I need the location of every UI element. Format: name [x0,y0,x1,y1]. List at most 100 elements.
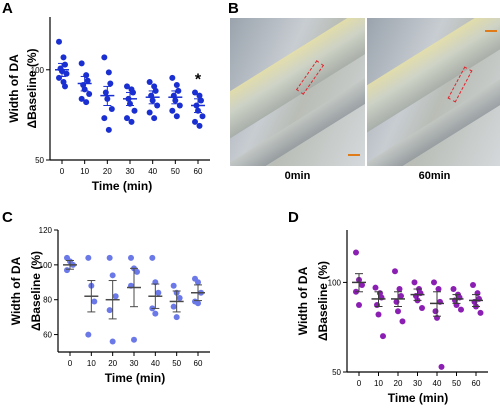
chart-a-data-point [78,95,85,102]
chart-d-data-point [372,284,379,291]
chart-d-data-point [375,311,382,318]
chart-c-y-tick-label: 100 [39,261,53,270]
chart-a-y-axis-label-line1: Width of DA [7,54,21,123]
chart-a-x-tick-label: 0 [60,167,65,176]
chart-a-data-point [108,105,115,112]
panel-label-d: D [288,209,299,226]
chart-c-data-point [170,303,177,310]
chart-c-y-tick-label: 80 [43,296,52,305]
chart-a-significance-marker: * [195,71,202,88]
chart-c-data-point [152,310,159,317]
chart-d-x-tick-label: 40 [433,379,442,388]
chart-a-data-point [169,107,176,114]
chart-d-data-point [356,301,362,308]
chart-a-data-point [56,38,62,45]
chart-d-data-point [359,282,365,289]
chart-a-data-point [151,83,158,90]
chart-a-data-point [86,91,93,98]
chart-a-y-tick-label: 50 [35,156,44,165]
chart-c-data-point [195,279,201,286]
chart-d-y-tick-label: 50 [332,368,341,377]
chart-c-x-tick-label: 40 [151,359,160,368]
scale-bar [348,154,360,156]
chart-c-data-point [109,338,116,345]
chart-d-data-point [411,279,418,286]
photo-caption-0min: 0min [284,170,311,182]
chart-a-y-tick-label: 100 [31,66,45,75]
chart-c-data-point [85,331,92,338]
chart-a-data-point [196,92,203,99]
chart-c-data-point [173,314,180,321]
chart-d-data-point [419,305,425,312]
chart-a-data-point [151,115,158,122]
chart-c-data-point [134,268,140,275]
chart-a-data-point [124,83,130,90]
chart-c-y-axis-label-line1: Width of DA [9,256,23,325]
chart-a-data-point [101,54,108,61]
chart-a-data-point [173,81,180,88]
panel-label-a: A [2,0,13,17]
chart-d-data-point [470,282,476,289]
chart-c-data-point [170,282,177,289]
chart-a-data-point [196,122,203,129]
chart-c-data-point [106,307,113,314]
chart-d-data-point [392,268,398,275]
chart-a-x-tick-label: 50 [171,167,180,176]
chart-a-data-point [146,109,153,116]
chart-a-data-point [83,99,90,106]
chart-c-data-point [85,254,92,261]
chart-c-data-point [64,267,70,274]
chart-d-x-tick-label: 30 [413,379,422,388]
photo-caption-60min: 60min [418,170,451,182]
chart-a-x-axis-label: Time (min) [92,179,152,193]
chart-d-x-tick-label: 60 [472,379,481,388]
chart-c-data-point [149,254,156,261]
chart-c-y-tick-label: 60 [43,331,52,340]
chart-a-data-point [102,89,109,96]
chart-c-data-point [176,294,183,301]
chart-a-data-point [83,72,90,79]
chart-a-data-point [56,74,62,81]
chart-a-y-axis-label-line2: ΔBaseline (%) [25,49,39,129]
chart-a-data-point [101,115,108,122]
scale-bar [485,30,497,32]
panel-label-c: C [2,209,13,226]
chart-a-data-point [105,126,112,133]
panel-label-b: B [228,0,239,17]
chart-d-data-point [450,286,457,293]
chart-d-data-point [435,286,442,293]
chart-c-y-tick-label: 120 [39,226,53,235]
chart-c-x-tick-label: 60 [194,359,203,368]
chart-d-data-point [396,286,403,293]
chart-d-x-tick-label: 50 [452,379,461,388]
chart-d-data-point [393,298,400,305]
chart-c-data-point [91,298,98,305]
chart-c-y-axis-label-line2: ΔBaseline (%) [29,251,43,331]
chart-d-y-tick-label: 100 [328,278,342,287]
chart-d-data-point [398,293,404,300]
chart-d-data-point [474,290,481,297]
chart-a-data-point [192,118,198,125]
chart-a-data-point [199,113,206,120]
chart-a-data-point [105,69,112,76]
chart-c-data-point [112,293,119,300]
chart-d-y-axis-label-line2: ΔBaseline (%) [316,261,330,341]
chart-a-data-point [78,60,85,67]
chart-d-x-tick-label: 0 [357,379,362,388]
chart-d-data-point [432,308,439,315]
chart-a-x-tick-label: 30 [126,167,135,176]
chart-a-data-point [128,118,135,125]
chart-a-data-point [63,70,70,77]
chart-d-data-point [399,318,406,325]
chart-d-data-point [431,279,437,286]
chart-c-x-tick-label: 0 [68,359,73,368]
chart-c-data-point [131,336,137,343]
chart-d-x-tick-label: 20 [394,379,403,388]
chart-a-data-point [84,77,91,84]
microscopy-image-0min [230,18,365,166]
chart-a-data-point [107,80,114,87]
chart-a-x-tick-label: 20 [103,167,112,176]
chart-c-data-point [109,272,116,279]
chart-a-data-point [146,79,153,86]
